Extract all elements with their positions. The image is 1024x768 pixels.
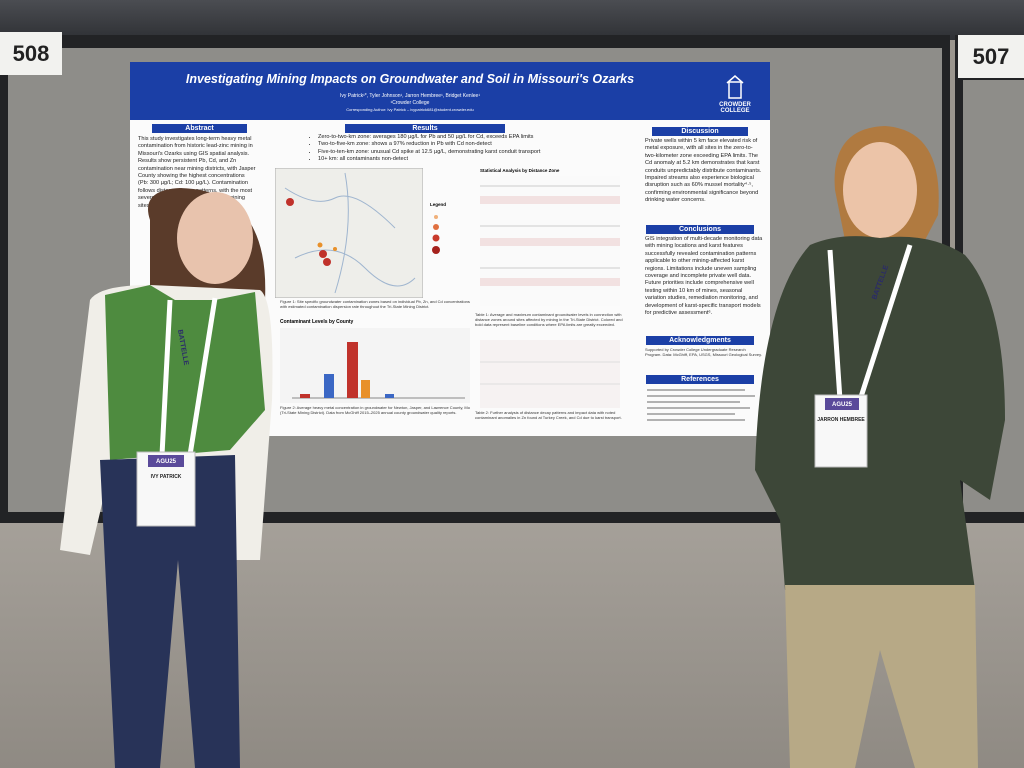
- result-bullet: Zero-to-two-km zone: averages 180 µg/L f…: [318, 134, 618, 141]
- badge-name: IVY PATRICK: [151, 474, 182, 480]
- person-left: AGU25 IVY PATRICK BATTELLE: [60, 188, 273, 768]
- shape: [284, 172, 416, 294]
- shape: [480, 238, 620, 246]
- shape: [177, 192, 253, 284]
- logo-icon: [726, 75, 744, 99]
- shape: [148, 455, 184, 467]
- booth-number: 508: [0, 32, 62, 75]
- badge-event: AGU25: [156, 459, 177, 465]
- conclusions-text: GIS integration of multi-decade monitori…: [645, 236, 763, 317]
- results-list: Zero-to-two-km zone: averages 180 µg/L f…: [310, 134, 618, 164]
- shape: [825, 398, 859, 410]
- shape: [275, 168, 423, 298]
- authors: Ivy Patrick¹*, Tyler Johnson¹, Jarron He…: [340, 93, 480, 99]
- section-heading: Conclusions: [646, 225, 754, 234]
- shape: [480, 340, 620, 408]
- legend-symbols: [432, 215, 440, 254]
- acknowledgments-text: Supported by Crowder College Undergradua…: [645, 347, 762, 357]
- poster-banner: Investigating Mining Impacts on Groundwa…: [130, 62, 770, 120]
- poster-title: Investigating Mining Impacts on Groundwa…: [185, 72, 635, 86]
- shape: [159, 297, 218, 456]
- shape: [286, 198, 294, 206]
- shape: [432, 234, 440, 242]
- section-heading: Acknowledgments: [646, 336, 754, 345]
- contamination-map: [275, 168, 423, 298]
- county-chart: [280, 328, 470, 403]
- result-bullet: 10+ km: all contaminants non-detect: [318, 156, 618, 163]
- chart-title: Contaminant Levels by County: [280, 319, 354, 325]
- shape: [480, 185, 620, 269]
- shape: [100, 455, 240, 768]
- poster: Investigating Mining Impacts on Groundwa…: [130, 62, 770, 436]
- shape: [843, 142, 917, 238]
- ceiling: [0, 0, 1024, 40]
- result-bullet: Two-to-five-km zone: shows a 97% reducti…: [318, 141, 618, 148]
- section-heading: References: [646, 375, 754, 384]
- result-bullet: Five-to-ten-km zone: unusual Cd spike at…: [318, 149, 618, 156]
- shape: [280, 328, 470, 403]
- shape: [432, 246, 440, 254]
- shape: [480, 278, 620, 286]
- shape: [361, 380, 370, 398]
- shape: [333, 247, 337, 251]
- table-caption: Table 1: Average and maximum contaminant…: [475, 312, 623, 327]
- shape: [728, 81, 742, 99]
- shape: [105, 285, 265, 460]
- figure-caption: Figure 2: Average heavy metal concentrat…: [280, 405, 470, 415]
- discussion-text: Private wells within 5 km face elevated …: [645, 138, 762, 204]
- shape: [347, 342, 358, 398]
- reference-lines: [647, 389, 755, 421]
- shape: [300, 394, 310, 398]
- shape: [323, 258, 331, 266]
- section-heading: Abstract: [152, 124, 247, 133]
- table-caption: Table 2: Further analysis of distance de…: [475, 410, 622, 420]
- impact-table: [480, 340, 620, 408]
- shape: [433, 224, 439, 230]
- figure-caption: Figure 1: Site specific groundwater cont…: [280, 299, 470, 309]
- section-heading: Discussion: [652, 127, 748, 136]
- shape: [319, 250, 327, 258]
- shape: [324, 374, 334, 398]
- stats-table: [480, 176, 620, 306]
- shape: [480, 361, 620, 385]
- shape: [317, 242, 323, 248]
- shape: [647, 389, 755, 421]
- corresponding-author: Corresponding Author: Ivy Patrick – ivyp…: [346, 107, 474, 112]
- college-logo: CROWDER COLLEGE: [719, 102, 751, 114]
- shape: [480, 196, 620, 286]
- shape: [434, 215, 438, 219]
- map-legend: Legend: [430, 202, 447, 207]
- badge-name: JARRON HEMBREE: [817, 417, 865, 423]
- section-heading: Results: [345, 124, 505, 133]
- shape: [385, 394, 394, 398]
- shape: [480, 196, 620, 204]
- shape: [755, 236, 1005, 590]
- badge-event: AGU25: [832, 402, 853, 408]
- table-title: Statistical Analysis by Distance Zone: [480, 168, 560, 173]
- person-right: AGU25 JARRON HEMBREE BATTELLE: [755, 126, 1005, 768]
- shape: [726, 75, 744, 84]
- shape: [827, 244, 913, 401]
- booth-number: 507: [958, 35, 1024, 78]
- shape: [785, 585, 978, 768]
- affiliation: ¹Crowder College: [390, 100, 430, 106]
